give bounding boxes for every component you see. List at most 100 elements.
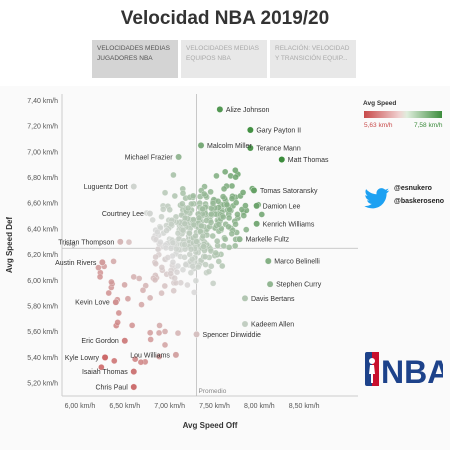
player-point xyxy=(232,242,239,250)
legend-min-label: 5,63 km/h xyxy=(364,122,393,129)
labeled-player-point xyxy=(216,106,224,113)
player-point xyxy=(129,322,136,329)
player-label: Malcolm Miller xyxy=(207,143,252,150)
player-label: Spencer Dinwiddie xyxy=(203,332,261,339)
y-tick-label: 5,80 km/h xyxy=(27,304,58,311)
player-point xyxy=(167,270,174,277)
player-point xyxy=(195,214,203,221)
player-point xyxy=(155,329,163,337)
player-point xyxy=(161,328,169,335)
labeled-player-point xyxy=(246,126,254,134)
player-point xyxy=(226,244,233,251)
player-point xyxy=(228,195,236,202)
labeled-player-point xyxy=(193,330,200,338)
player-label: Kenrich Williams xyxy=(263,221,315,228)
y-tick-label: 5,20 km/h xyxy=(27,381,58,388)
player-label: Kevin Love xyxy=(75,300,110,307)
player-point xyxy=(225,223,232,230)
player-point xyxy=(208,210,215,218)
player-point xyxy=(212,249,219,257)
tab-label-line1: RELACIÓN: VELOCIDAD xyxy=(275,45,350,52)
x-tick-label: 8,50 km/h xyxy=(289,403,320,410)
player-point xyxy=(157,239,164,246)
player-point xyxy=(214,238,221,245)
scatter-chart[interactable]: 5,20 km/h 5,40 km/h 5,60 km/h 5,80 km/h 6,00… xyxy=(0,86,450,450)
player-point xyxy=(174,329,182,337)
player-point xyxy=(232,221,239,228)
y-tick-label: 6,60 km/h xyxy=(27,201,58,208)
player-point xyxy=(225,214,233,222)
player-point xyxy=(188,256,196,263)
labeled-player-point xyxy=(172,351,180,359)
x-tick-label: 6,50 km/h xyxy=(109,403,140,410)
player-point xyxy=(199,232,207,240)
y-tick-label: 7,40 km/h xyxy=(27,98,58,105)
player-point xyxy=(95,264,102,271)
player-point xyxy=(233,199,240,206)
y-tick-label: 6,00 km/h xyxy=(27,278,58,285)
player-point xyxy=(105,289,112,297)
player-point xyxy=(166,206,173,213)
player-point xyxy=(202,253,209,260)
player-point xyxy=(220,242,227,249)
y-tick-label: 7,20 km/h xyxy=(27,124,58,131)
twitter-handle-1[interactable]: @esnukero xyxy=(394,185,432,192)
player-point xyxy=(242,202,249,209)
labeled-player-point xyxy=(121,337,129,345)
twitter-bird-icon[interactable] xyxy=(363,188,391,210)
labeled-player-point xyxy=(130,368,138,375)
tab-relacion[interactable]: RELACIÓN: VELOCIDAD Y TRANSICIÓN EQUIP..… xyxy=(270,40,356,78)
player-point xyxy=(202,261,209,268)
nba-logo-text: NBA xyxy=(381,354,443,386)
player-point xyxy=(170,287,177,294)
labeled-player-point xyxy=(130,183,138,190)
player-point xyxy=(201,190,208,198)
player-point xyxy=(213,172,220,180)
labeled-player-point xyxy=(175,153,183,161)
tab-bar: VELOCIDADES MEDIAS JUGADORES NBA VELOCID… xyxy=(92,40,360,78)
labeled-player-point xyxy=(130,383,138,391)
player-label: Stephen Curry xyxy=(276,282,322,289)
player-point xyxy=(124,295,132,302)
player-point xyxy=(239,189,247,196)
y-axis-title: Avg Speed Def xyxy=(5,217,14,273)
twitter-handle-2[interactable]: @baskeroseno xyxy=(394,198,445,205)
player-point xyxy=(228,182,236,190)
player-point xyxy=(173,245,180,253)
player-point xyxy=(198,222,205,230)
player-label: Tomas Satoransky xyxy=(260,188,318,195)
player-label: Damion Lee xyxy=(263,203,301,210)
player-point xyxy=(219,262,226,270)
player-point xyxy=(156,322,163,329)
player-point xyxy=(243,226,250,233)
player-label: Courtney Lee xyxy=(102,211,144,218)
player-point xyxy=(232,167,239,174)
player-point xyxy=(158,213,165,220)
player-point xyxy=(240,212,247,219)
player-point xyxy=(199,205,206,213)
player-point xyxy=(169,259,177,266)
player-point xyxy=(187,246,195,253)
player-point xyxy=(186,230,193,237)
tab-label-line1: VELOCIDADES MEDIAS xyxy=(97,45,170,52)
labeled-player-point xyxy=(278,156,286,163)
player-point xyxy=(151,276,159,284)
player-point xyxy=(181,214,189,222)
y-tick-label: 6,40 km/h xyxy=(27,226,58,233)
y-tick-label: 6,20 km/h xyxy=(27,252,58,259)
player-point xyxy=(220,185,228,192)
player-label: Michael Frazier xyxy=(125,154,174,161)
player-point xyxy=(139,287,147,294)
player-point xyxy=(168,221,175,228)
player-label: Tristan Thompson xyxy=(58,239,114,246)
player-label: Isaiah Thomas xyxy=(82,369,128,376)
tab-equipos[interactable]: VELOCIDADES MEDIAS EQUIPOS NBA xyxy=(181,40,267,78)
player-point xyxy=(228,230,235,237)
labeled-player-point xyxy=(241,294,249,302)
tab-jugadores[interactable]: VELOCIDADES MEDIAS JUGADORES NBA xyxy=(92,40,178,78)
y-tick-label: 5,60 km/h xyxy=(27,329,58,336)
labeled-player-point xyxy=(250,186,258,194)
player-point xyxy=(208,263,215,270)
player-point xyxy=(108,278,115,286)
player-point xyxy=(210,280,217,287)
